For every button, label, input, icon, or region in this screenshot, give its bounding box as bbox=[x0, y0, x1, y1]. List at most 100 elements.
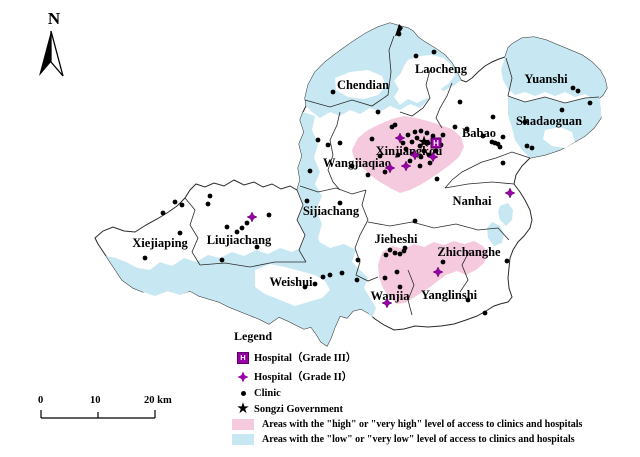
legend-label: Hospital（Grade III） bbox=[254, 353, 357, 364]
clinic-dot bbox=[207, 193, 213, 199]
low-access-swatch bbox=[232, 434, 254, 445]
scale-bar: 0 10 20 km bbox=[38, 395, 178, 425]
clinic-dot bbox=[433, 148, 439, 154]
clinic-dot bbox=[383, 252, 389, 258]
legend-label: Hospital（Grade II） bbox=[254, 372, 353, 383]
clinic-dot bbox=[500, 160, 506, 166]
clinic-dot bbox=[302, 284, 308, 290]
clinic-dot bbox=[405, 132, 411, 138]
clinic-dot bbox=[452, 124, 458, 130]
region-label-yuanshi: Yuanshi bbox=[524, 72, 568, 86]
grade3-hospital-marker: H bbox=[430, 137, 442, 149]
region-label-chendian: Chendian bbox=[337, 78, 389, 92]
clinic-dot bbox=[524, 143, 530, 149]
clinic-icon bbox=[232, 391, 254, 396]
clinic-dot bbox=[424, 130, 430, 136]
legend: Legend H Hospital（Grade III） Hospital（Gr… bbox=[232, 329, 636, 449]
legend-label: Areas with the "high" or "very high" lev… bbox=[262, 419, 583, 430]
clinic-dot bbox=[457, 99, 463, 105]
region-label-jieheshi: Jieheshi bbox=[374, 232, 418, 246]
clinic-dot bbox=[337, 200, 343, 206]
north-arrow: N bbox=[36, 10, 72, 96]
clinic-dot bbox=[365, 172, 371, 178]
clinic-dot bbox=[465, 297, 471, 303]
region-labels: Chendian Laocheng Yuanshi Shadaoguan Babao Xi… bbox=[132, 62, 582, 303]
clinic-dot bbox=[377, 153, 383, 159]
clinic-dot bbox=[400, 140, 406, 146]
clinic-dot bbox=[570, 85, 576, 91]
clinic-dot bbox=[369, 136, 375, 142]
clinic-dot bbox=[219, 257, 225, 263]
legend-item-hospital-grade-3: H Hospital（Grade III） bbox=[232, 350, 636, 365]
clinic-dot bbox=[254, 244, 260, 250]
grade2-hospital-marker bbox=[400, 160, 412, 172]
region-label-yanglinshi: Yanglinshi bbox=[421, 288, 478, 302]
legend-item-hospital-grade-2: Hospital（Grade II） bbox=[232, 369, 636, 384]
clinic-dot bbox=[304, 198, 310, 204]
scale-tick-20km: 20 km bbox=[144, 395, 172, 406]
clinic-dot bbox=[327, 272, 333, 278]
clinic-dot bbox=[434, 176, 440, 182]
government-star-icon: ★ bbox=[236, 401, 250, 417]
clinic-dot bbox=[559, 107, 565, 113]
clinic-dot bbox=[244, 220, 250, 226]
clinic-dot bbox=[330, 89, 336, 95]
clinic-dot bbox=[412, 129, 418, 135]
region-label-xiejiaping: Xiejiaping bbox=[132, 236, 188, 250]
clinic-dot bbox=[417, 143, 423, 149]
clinic-dot bbox=[402, 245, 408, 251]
legend-title: Legend bbox=[234, 329, 273, 343]
clinic-dot bbox=[414, 135, 420, 141]
hospital-grade-3-icon: H bbox=[232, 351, 254, 364]
clinic-dot bbox=[587, 100, 593, 106]
region-label-xinjiangkou: Xinjiangkou bbox=[376, 144, 443, 158]
clinic-dot bbox=[382, 169, 388, 175]
clinic-dot bbox=[375, 109, 381, 115]
clinic-dot bbox=[482, 310, 488, 316]
grade2-hospital-marker bbox=[409, 149, 421, 161]
grade3-hospital-letter: H bbox=[433, 139, 439, 148]
clinic-dot bbox=[312, 281, 318, 287]
clinic-dot bbox=[307, 168, 313, 174]
north-arrow-icon bbox=[39, 30, 64, 77]
clinic-dot bbox=[430, 133, 436, 139]
region-label-sijiachang: Sijiachang bbox=[303, 204, 360, 218]
clinic-dot bbox=[392, 250, 398, 256]
legend-item-low-access: Areas with the "low" or "very low" level… bbox=[232, 434, 636, 445]
clinic-dot bbox=[431, 49, 437, 55]
clinic-dot bbox=[440, 259, 446, 265]
clinic-dot bbox=[320, 274, 326, 280]
high-access-areas bbox=[352, 116, 488, 304]
clinic-dot bbox=[495, 141, 501, 147]
region-label-shadaoguan: Shadaoguan bbox=[516, 114, 582, 128]
district-boundaries bbox=[184, 35, 600, 316]
clinic-dot bbox=[387, 247, 393, 253]
clinic-dot bbox=[403, 146, 409, 152]
clinic-dot bbox=[355, 257, 361, 263]
clinic-dot bbox=[529, 145, 535, 151]
clinic-dot bbox=[500, 134, 506, 140]
clinic-dot bbox=[413, 53, 419, 59]
clinic-dot bbox=[464, 126, 470, 132]
clinic-dot bbox=[418, 154, 424, 160]
clinic-dot bbox=[575, 88, 581, 94]
clinic-dot bbox=[177, 230, 183, 236]
scale-tick-0: 0 bbox=[38, 395, 44, 406]
grade2-hospital-marker bbox=[504, 187, 516, 199]
region-label-laocheng: Laocheng bbox=[415, 62, 468, 76]
clinic-dot bbox=[396, 31, 402, 37]
legend-item-songzi-government: ★ Songzi Government bbox=[232, 401, 636, 417]
clinic-dot bbox=[142, 255, 148, 261]
region-label-weishui: Weishui bbox=[269, 275, 313, 289]
grade2-hospital-marker bbox=[394, 132, 406, 144]
clinic-dot bbox=[337, 140, 343, 146]
north-label: N bbox=[47, 9, 61, 28]
scale-bar-line bbox=[40, 410, 156, 419]
region-label-wanjia: Wanjia bbox=[371, 289, 411, 303]
clinic-dot bbox=[397, 251, 403, 257]
region-label-liujiachang: Liujiachang bbox=[207, 233, 272, 247]
grade3-hospital-box bbox=[430, 137, 442, 149]
clinic-dot bbox=[392, 122, 398, 128]
grade2-hospital-marker bbox=[246, 211, 258, 223]
